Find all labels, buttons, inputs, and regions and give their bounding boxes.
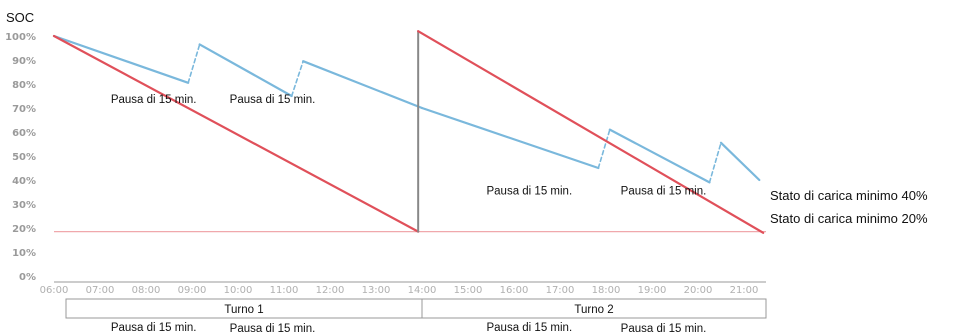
axis-layer: 0% 10% 20% 30% 40% 50% 60% 70% 80% 90% 100% 06:00 07… [5, 32, 766, 296]
y-tick-label: 70% [12, 104, 36, 115]
series-1-segment [52, 34, 190, 84]
x-tick-label: 20:00 [684, 285, 713, 296]
x-tick-label: 21:00 [730, 285, 759, 296]
x-tick-label: 07:00 [86, 285, 115, 296]
x-tick-label: 15:00 [454, 285, 483, 296]
y-tick-label: 10% [12, 248, 36, 259]
minimum-charge-label: Stato di carica minimo 20% [770, 211, 928, 226]
series-1-segment [198, 43, 293, 98]
pause-annotation: Pausa di 15 min. [621, 185, 707, 197]
series-1-segment [719, 141, 761, 182]
pause-bottom-label: Pausa di 15 min. [621, 323, 707, 334]
x-tick-label: 09:00 [178, 285, 207, 296]
x-tick-label: 12:00 [316, 285, 345, 296]
y-axis-label: SOC [6, 10, 34, 25]
x-tick-label: 11:00 [270, 285, 299, 296]
series-2-segment [52, 34, 420, 233]
series-1-segment [290, 60, 304, 97]
y-tick-label: 0% [19, 272, 36, 283]
y-tick-label: 30% [12, 200, 36, 211]
y-tick-label: 50% [12, 152, 36, 163]
x-tick-label: 10:00 [224, 285, 253, 296]
x-tick-label: 17:00 [546, 285, 575, 296]
x-tick-label: 08:00 [132, 285, 161, 296]
pause-bottom-label: Pausa di 15 min. [486, 322, 572, 334]
shift-table: Turno 1 Turno 2 [65, 298, 767, 319]
series-2-segment [417, 30, 765, 234]
series-1-segment [420, 106, 600, 170]
x-tick-label: 14:00 [408, 285, 437, 296]
y-tick-label: 80% [12, 80, 36, 91]
y-tick-label: 60% [12, 128, 36, 139]
pause-bottom-label: Pausa di 15 min. [230, 323, 316, 334]
x-tick-label: 18:00 [592, 285, 621, 296]
label-layer: Pausa di 15 min. Pausa di 15 min. Pausa di… [111, 94, 928, 334]
y-tick-label: 100% [5, 32, 36, 43]
y-tick-label: 90% [12, 56, 36, 67]
shift-label: Turno 2 [574, 304, 613, 316]
y-tick-label: 20% [12, 224, 36, 235]
x-tick-label: 19:00 [638, 285, 667, 296]
pause-bottom-label: Pausa di 15 min. [111, 322, 197, 334]
series-1-segment [597, 128, 611, 169]
shift-table-frame [65, 298, 767, 319]
y-tick-label: 40% [12, 176, 36, 187]
series-layer [52, 30, 765, 234]
pause-annotation: Pausa di 15 min. [486, 185, 572, 197]
series-1-segment [708, 142, 722, 184]
pause-annotation: Pausa di 15 min. [111, 94, 197, 106]
pause-annotation: Pausa di 15 min. [230, 94, 316, 106]
x-tick-label: 16:00 [500, 285, 529, 296]
shift-label: Turno 1 [224, 304, 263, 316]
series-1-segment [187, 43, 201, 84]
series-1-segment [608, 128, 711, 184]
x-tick-label: 13:00 [362, 285, 391, 296]
minimum-charge-label: Stato di carica minimo 40% [770, 188, 928, 203]
x-tick-label: 06:00 [40, 285, 69, 296]
series-1-segment [302, 60, 424, 110]
